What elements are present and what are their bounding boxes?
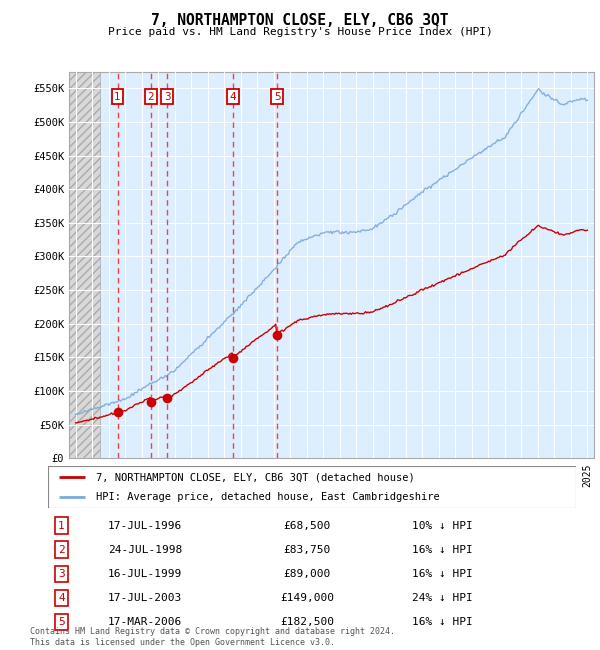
Text: 7, NORTHAMPTON CLOSE, ELY, CB6 3QT: 7, NORTHAMPTON CLOSE, ELY, CB6 3QT: [151, 13, 449, 28]
Text: 3: 3: [164, 92, 170, 101]
Text: HPI: Average price, detached house, East Cambridgeshire: HPI: Average price, detached house, East…: [95, 492, 439, 502]
Text: 2: 2: [148, 92, 154, 101]
Text: 1: 1: [114, 92, 121, 101]
Text: Price paid vs. HM Land Registry's House Price Index (HPI): Price paid vs. HM Land Registry's House …: [107, 27, 493, 37]
Text: £68,500: £68,500: [284, 521, 331, 530]
Text: Contains HM Land Registry data © Crown copyright and database right 2024.
This d: Contains HM Land Registry data © Crown c…: [30, 627, 395, 647]
Text: 2: 2: [58, 545, 65, 554]
Text: £89,000: £89,000: [284, 569, 331, 578]
Text: 24% ↓ HPI: 24% ↓ HPI: [412, 593, 473, 603]
Text: 16% ↓ HPI: 16% ↓ HPI: [412, 617, 473, 627]
Text: 4: 4: [58, 593, 65, 603]
Text: 16% ↓ HPI: 16% ↓ HPI: [412, 569, 473, 578]
Text: 1: 1: [58, 521, 65, 530]
Bar: [69, 72, 100, 458]
Text: 17-JUL-2003: 17-JUL-2003: [108, 593, 182, 603]
Text: 16% ↓ HPI: 16% ↓ HPI: [412, 545, 473, 554]
Text: 4: 4: [230, 92, 236, 101]
FancyBboxPatch shape: [48, 466, 576, 508]
Text: 3: 3: [58, 569, 65, 578]
Text: 5: 5: [274, 92, 280, 101]
Text: £149,000: £149,000: [280, 593, 334, 603]
Text: 17-JUL-1996: 17-JUL-1996: [108, 521, 182, 530]
Text: 10% ↓ HPI: 10% ↓ HPI: [412, 521, 473, 530]
Text: £83,750: £83,750: [284, 545, 331, 554]
Text: 5: 5: [58, 617, 65, 627]
Text: £182,500: £182,500: [280, 617, 334, 627]
Text: 24-JUL-1998: 24-JUL-1998: [108, 545, 182, 554]
Text: 17-MAR-2006: 17-MAR-2006: [108, 617, 182, 627]
Text: 7, NORTHAMPTON CLOSE, ELY, CB6 3QT (detached house): 7, NORTHAMPTON CLOSE, ELY, CB6 3QT (deta…: [95, 473, 414, 482]
Text: 16-JUL-1999: 16-JUL-1999: [108, 569, 182, 578]
